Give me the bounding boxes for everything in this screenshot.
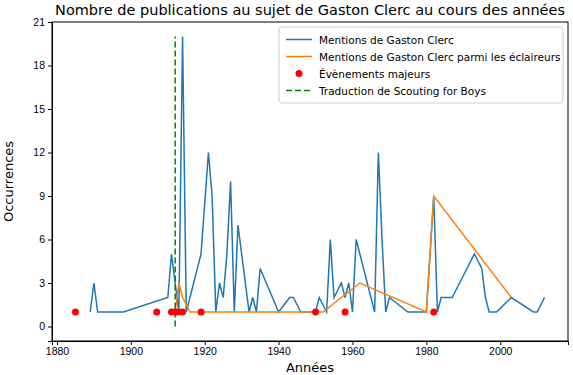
tick-label: 21 xyxy=(33,16,45,28)
tick-mark xyxy=(279,341,280,345)
legend-item: Mentions de Gaston Clerc xyxy=(286,34,454,46)
tick-label: 12 xyxy=(33,146,45,158)
tick-mark xyxy=(57,341,58,345)
tick: 0 xyxy=(39,320,52,332)
legend-label: Traduction de Scouting for Boys xyxy=(318,85,486,97)
tick-label: 1920 xyxy=(194,345,218,357)
tick-label: 15 xyxy=(33,103,45,115)
tick: 1880 xyxy=(46,341,70,357)
legend-symbol xyxy=(286,56,312,58)
event-point xyxy=(153,309,160,316)
event-point xyxy=(72,309,79,316)
tick-mark xyxy=(131,341,132,345)
legend-item: Évènements majeurs xyxy=(296,68,431,80)
legend-item: Mentions de Gaston Clerc parmi les éclai… xyxy=(286,51,560,63)
legend-label: Mentions de Gaston Clerc parmi les éclai… xyxy=(319,51,560,63)
legend-symbol xyxy=(286,90,312,92)
tick-mark xyxy=(48,327,52,328)
tick-mark xyxy=(48,196,52,197)
event-point xyxy=(179,309,186,316)
tick-label: 6 xyxy=(39,233,45,245)
tick: 18 xyxy=(33,59,52,71)
tick-label: 0 xyxy=(39,320,45,332)
x-axis-title: Années xyxy=(286,360,334,375)
tick: 21 xyxy=(33,16,52,28)
tick-mark xyxy=(48,22,52,23)
chart: Nombre de publications au sujet de Gasto… xyxy=(0,0,573,375)
tick-mark xyxy=(352,341,353,345)
tick-mark xyxy=(48,153,52,154)
event-point xyxy=(312,309,319,316)
tick: 3 xyxy=(39,277,52,289)
tick-mark xyxy=(48,240,52,241)
event-point xyxy=(430,309,437,316)
tick-mark xyxy=(205,341,206,345)
legend-label: Évènements majeurs xyxy=(319,68,430,80)
plot-frame xyxy=(52,22,568,341)
tick-label: 9 xyxy=(39,190,45,202)
tick-mark xyxy=(48,283,52,284)
legend: Mentions de Gaston Clerc Mentions de Gast… xyxy=(279,27,563,103)
tick: 15 xyxy=(33,103,52,115)
tick-label: 3 xyxy=(39,277,45,289)
tick: 1940 xyxy=(267,341,291,357)
series-line xyxy=(174,37,176,327)
legend-label: Mentions de Gaston Clerc xyxy=(319,34,454,46)
tick-label: 2000 xyxy=(489,345,513,357)
tick: 12 xyxy=(33,146,52,158)
series-line xyxy=(175,196,511,312)
tick-mark xyxy=(48,109,52,110)
y-axis-title: Occurrences xyxy=(1,141,16,222)
legend-box xyxy=(279,27,563,103)
tick: 6 xyxy=(39,233,52,245)
tick: 1980 xyxy=(415,341,439,357)
tick: 1920 xyxy=(194,341,218,357)
tick-label: 1980 xyxy=(415,345,439,357)
tick: 1900 xyxy=(120,341,144,357)
y-axis: 0 3 6 9 12 15 18 21 xyxy=(33,16,52,342)
tick-label: 1900 xyxy=(120,345,144,357)
legend-symbol xyxy=(286,39,312,41)
event-point xyxy=(198,309,205,316)
tick-mark xyxy=(48,66,52,67)
tick-label: 1880 xyxy=(46,345,70,357)
event-point xyxy=(342,309,349,316)
tick: 1960 xyxy=(341,341,365,357)
tick-label: 18 xyxy=(33,59,45,71)
legend-symbol xyxy=(296,70,303,77)
tick: 9 xyxy=(39,190,52,202)
legend-item: Traduction de Scouting for Boys xyxy=(286,85,486,97)
title: Nombre de publications au sujet de Gasto… xyxy=(55,2,565,18)
tick-mark xyxy=(426,341,427,345)
tick-label: 1940 xyxy=(267,345,291,357)
x-axis: 1880 1900 1920 1940 1960 1980 2000 xyxy=(46,341,569,357)
tick: 2000 xyxy=(489,341,513,357)
tick-mark xyxy=(500,341,501,345)
tick-label: 1960 xyxy=(341,345,365,357)
